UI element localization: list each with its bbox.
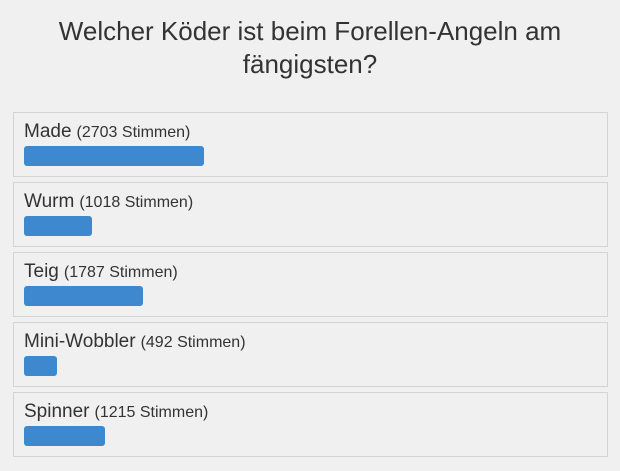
vote-number: 2703 bbox=[81, 124, 118, 141]
option-name: Made bbox=[24, 121, 72, 142]
vote-bar bbox=[24, 426, 105, 446]
poll-options-list: Made (2703 Stimmen) Wurm (1018 Stimmen) Te… bbox=[13, 112, 608, 462]
poll-option-teig[interactable]: Teig (1787 Stimmen) bbox=[13, 252, 608, 317]
poll-option-wurm[interactable]: Wurm (1018 Stimmen) bbox=[13, 182, 608, 247]
votes-word: Stimmen bbox=[109, 264, 173, 281]
votes-word: Stimmen bbox=[139, 404, 203, 421]
option-name: Teig bbox=[24, 261, 59, 282]
vote-number: 492 bbox=[145, 334, 173, 351]
option-vote-count: (2703 Stimmen) bbox=[76, 124, 191, 141]
poll-option-mini-wobbler[interactable]: Mini-Wobbler (492 Stimmen) bbox=[13, 322, 608, 387]
votes-word: Stimmen bbox=[124, 194, 188, 211]
poll-question: Welcher Köder ist beim Forellen-Angeln a… bbox=[58, 16, 562, 79]
vote-bar bbox=[24, 146, 204, 166]
vote-bar bbox=[24, 216, 92, 236]
option-name: Mini-Wobbler bbox=[24, 331, 136, 352]
vote-bar-track bbox=[24, 216, 504, 236]
option-label-row: Spinner (1215 Stimmen) bbox=[24, 401, 208, 423]
option-label-row: Made (2703 Stimmen) bbox=[24, 121, 190, 143]
poll-option-made[interactable]: Made (2703 Stimmen) bbox=[13, 112, 608, 177]
votes-word: Stimmen bbox=[177, 334, 241, 351]
votes-word: Stimmen bbox=[121, 124, 186, 141]
vote-number: 1018 bbox=[84, 194, 121, 211]
option-vote-count: (1215 Stimmen) bbox=[94, 404, 209, 421]
option-vote-count: (492 Stimmen) bbox=[140, 334, 246, 351]
vote-bar-track bbox=[24, 286, 504, 306]
vote-bar bbox=[24, 356, 57, 376]
option-vote-count: (1018 Stimmen) bbox=[79, 194, 194, 211]
vote-bar bbox=[24, 286, 143, 306]
vote-number: 1215 bbox=[99, 404, 136, 421]
option-name: Wurm bbox=[24, 191, 75, 212]
vote-number: 1787 bbox=[69, 264, 105, 281]
option-label-row: Wurm (1018 Stimmen) bbox=[24, 191, 193, 213]
vote-bar-track bbox=[24, 426, 504, 446]
option-label-row: Teig (1787 Stimmen) bbox=[24, 261, 178, 283]
vote-bar-track bbox=[24, 356, 504, 376]
poll-option-spinner[interactable]: Spinner (1215 Stimmen) bbox=[13, 392, 608, 457]
option-label-row: Mini-Wobbler (492 Stimmen) bbox=[24, 331, 246, 353]
vote-bar-track bbox=[24, 146, 504, 166]
option-vote-count: (1787 Stimmen) bbox=[63, 264, 178, 281]
option-name: Spinner bbox=[24, 401, 90, 422]
